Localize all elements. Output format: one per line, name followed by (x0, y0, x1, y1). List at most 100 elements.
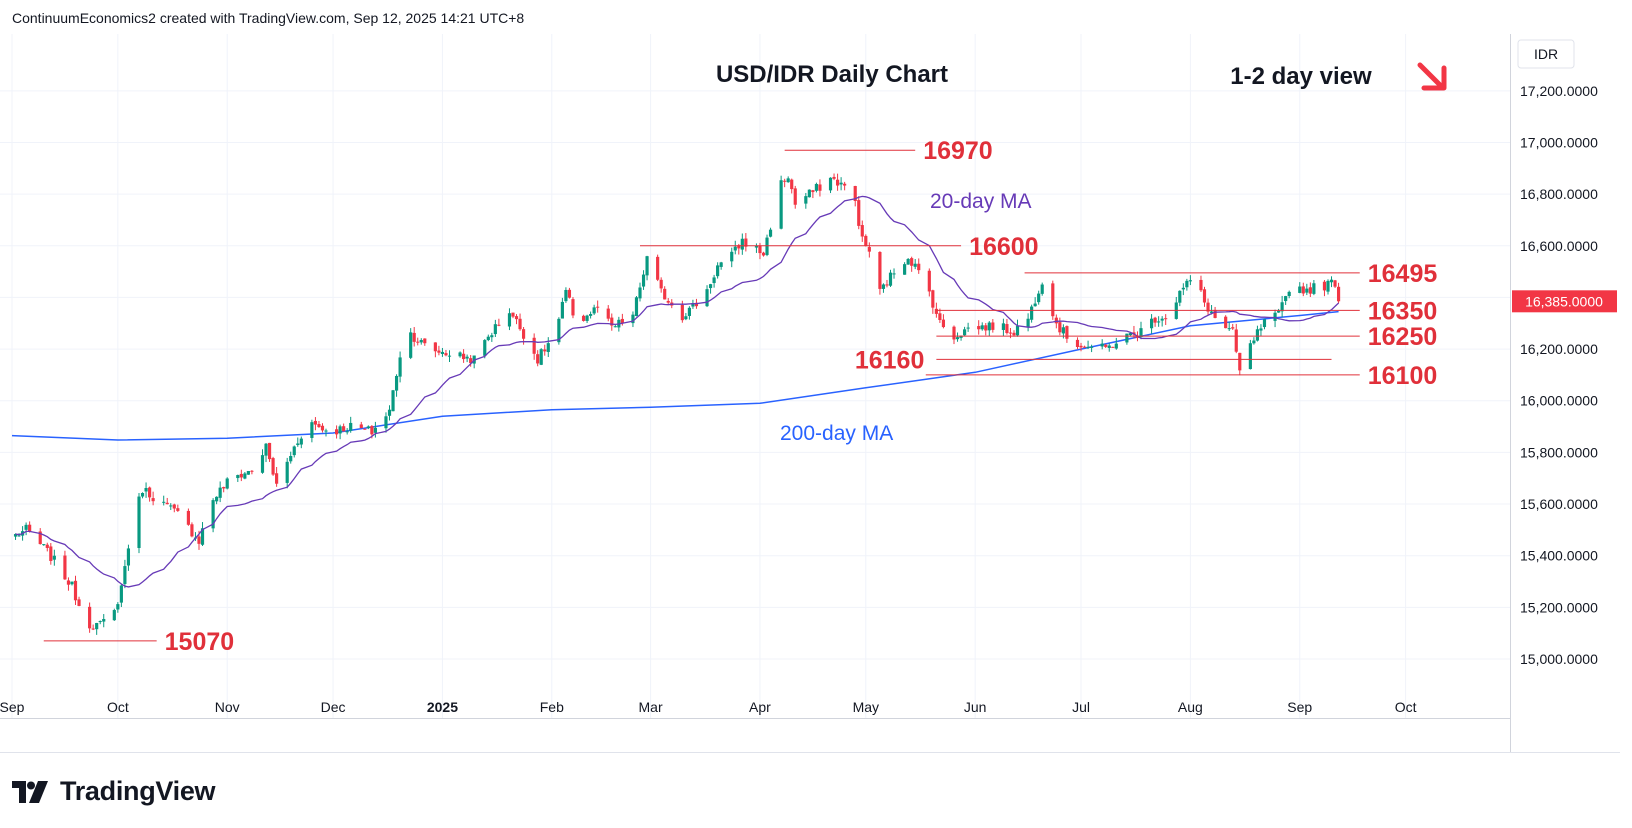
candle-body (458, 352, 462, 357)
candle-body (260, 455, 265, 473)
candle-body (148, 487, 152, 498)
candle-body (409, 332, 413, 358)
candle-body (349, 422, 353, 431)
candle-body (218, 487, 222, 498)
grid-lines (0, 34, 1510, 718)
candle-body (1086, 346, 1090, 348)
candle-body (1100, 343, 1104, 347)
candle-body (42, 544, 46, 546)
candle-body (1238, 352, 1242, 371)
price-scale[interactable]: IDR 15,000.000015,200.000015,400.000015,… (1510, 34, 1621, 752)
candle-body (977, 326, 981, 330)
candle-body (384, 416, 388, 429)
candle-body (70, 581, 74, 585)
candle-body (370, 426, 374, 435)
candle-body (483, 340, 487, 356)
candle-body (1248, 343, 1252, 370)
candle-body (758, 245, 762, 254)
candle-body (437, 350, 441, 353)
candle-body (885, 284, 889, 286)
candle-body (444, 353, 448, 356)
candle-body (1033, 303, 1037, 307)
candle-body (744, 238, 748, 247)
candle-body (620, 318, 624, 324)
candle-body (571, 299, 575, 316)
candle-body (1308, 287, 1312, 294)
candle-body (754, 245, 759, 248)
candle-body (691, 303, 695, 307)
candle-body (1090, 346, 1094, 348)
candle-body (807, 189, 811, 198)
candle-body (342, 426, 346, 432)
candle-body (222, 487, 226, 489)
candle-body (1001, 323, 1005, 330)
candle-body (299, 438, 303, 445)
y-tick-label: 15,000.0000 (1520, 651, 1598, 667)
last-price-badge (1512, 290, 1617, 313)
candle-body (1224, 316, 1228, 329)
currency-label-box[interactable] (1517, 39, 1575, 69)
candle-body (172, 504, 176, 509)
x-tick-label: Oct (1395, 699, 1417, 715)
candle-body (310, 422, 314, 438)
candle-body (465, 356, 469, 359)
candle-body (1312, 283, 1316, 294)
candle-body (507, 313, 512, 327)
candle-body (610, 317, 614, 326)
x-tick-label: Dec (321, 699, 346, 715)
candle-body (433, 342, 437, 352)
candle-body (394, 375, 399, 391)
candle-body (490, 335, 494, 338)
candle-body (391, 390, 395, 412)
ma20-series (15, 195, 1340, 588)
candle-body (832, 176, 836, 179)
candle-body (119, 585, 123, 603)
candle-body (91, 628, 95, 630)
candle-body (334, 429, 339, 435)
candle-body (716, 265, 720, 277)
candle-body (913, 263, 917, 267)
candle-body (687, 307, 691, 316)
x-tick-label: Nov (215, 699, 240, 715)
candle-body (888, 272, 893, 286)
candle-body (1301, 286, 1305, 294)
candle-body (543, 349, 547, 352)
candle-body (567, 289, 572, 298)
candle-body (931, 290, 935, 308)
tradingview-logo-icon (12, 780, 48, 803)
candle-body (215, 496, 219, 502)
candle-body (313, 420, 318, 425)
time-scale[interactable]: Sep Oct Nov Dec 2025 Feb Mar Apr May Jun Jul Aug Sep… (0, 699, 1510, 719)
candle-body (532, 337, 536, 354)
candle-body (740, 238, 744, 250)
y-tick-label: 16,800.0000 (1520, 186, 1598, 202)
candle-body (860, 225, 864, 237)
candle-body (52, 555, 56, 560)
candle-body (1255, 329, 1260, 341)
candle-body (1262, 319, 1267, 328)
candle-body (151, 498, 155, 502)
candle-body (1128, 333, 1133, 336)
x-tick-label: Sep (1287, 699, 1312, 715)
tradingview-branding[interactable]: TradingView (12, 776, 216, 807)
ma20-label: 20-day MA (930, 190, 1032, 213)
candle-body (613, 326, 617, 328)
candle-body (518, 318, 522, 330)
chart-subtitle: 1-2 day view (1230, 63, 1372, 90)
candle-body (521, 329, 526, 339)
candle-body (243, 473, 247, 479)
candle-body (264, 443, 268, 456)
candle-body (1149, 318, 1154, 329)
candle-body (45, 544, 49, 548)
candle-body (250, 470, 254, 472)
candle-body (631, 314, 635, 324)
candle-body (296, 443, 300, 445)
candle-body (73, 580, 78, 601)
candle-body (917, 263, 921, 271)
candle-body (645, 256, 649, 276)
candle-body (1125, 333, 1129, 343)
candle-body (176, 508, 180, 511)
candle-body (1065, 326, 1069, 339)
